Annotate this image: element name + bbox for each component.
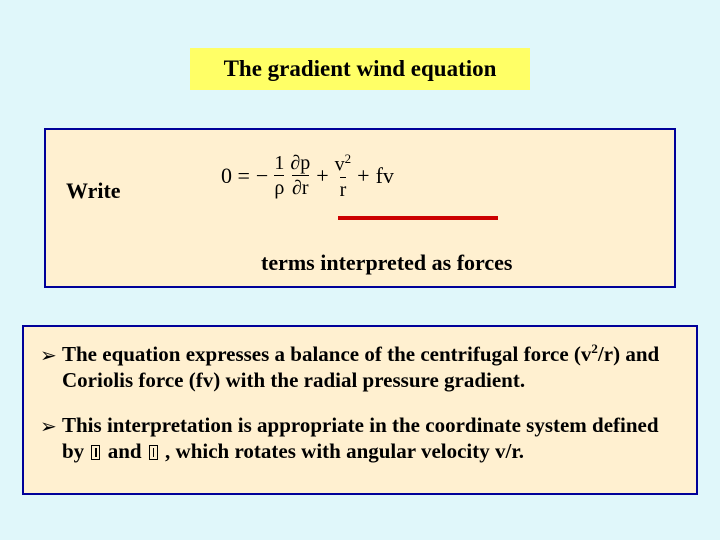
eq-fv: fv [376, 163, 394, 189]
page-title: The gradient wind equation [224, 56, 497, 82]
notes-panel: ➢ The equation expresses a balance of th… [22, 325, 698, 495]
eq-frac3-den: r [340, 177, 347, 200]
bullet-arrow-icon: ➢ [40, 343, 62, 368]
unit-vector-r-icon [91, 445, 100, 460]
gradient-wind-equation: 0 = − 1 ρ ∂p ∂r + v2 r + fv [221, 152, 394, 200]
bullet-1a: The equation expresses a balance of the … [62, 342, 591, 366]
eq-frac-dpdr: ∂p ∂r [290, 153, 310, 198]
unit-vector-theta-icon [149, 445, 158, 460]
bullet-1-text: The equation expresses a balance of the … [62, 341, 676, 394]
eq-frac1-den: ρ [274, 175, 284, 198]
eq-frac3-exp: 2 [345, 151, 352, 166]
equation-panel: Write 0 = − 1 ρ ∂p ∂r + v2 r + fv terms … [44, 128, 676, 288]
eq-frac-1overrho: 1 ρ [274, 153, 284, 198]
write-label: Write [66, 178, 121, 204]
eq-plus2: + [357, 163, 369, 189]
bullet-2b: and [102, 439, 146, 463]
eq-frac3-num: v2 [335, 152, 352, 177]
forces-underline [338, 216, 498, 220]
terms-label: terms interpreted as forces [261, 250, 513, 276]
bullet-1: ➢ The equation expresses a balance of th… [40, 341, 676, 394]
eq-frac1-num: 1 [274, 153, 284, 175]
bullet-arrow-icon: ➢ [40, 414, 62, 439]
bullet-2: ➢ This interpretation is appropriate in … [40, 412, 676, 465]
eq-frac2-num: ∂p [290, 153, 310, 175]
bullet-2-text: This interpretation is appropriate in th… [62, 412, 676, 465]
bullet-2c: , which rotates with angular velocity v/… [160, 439, 524, 463]
title-box: The gradient wind equation [190, 48, 530, 90]
eq-minus: − [256, 163, 268, 189]
eq-frac-v2r: v2 r [335, 152, 352, 200]
eq-frac2-den: ∂r [292, 175, 309, 198]
eq-frac3-v: v [335, 154, 345, 176]
eq-zero: 0 = [221, 163, 250, 189]
eq-plus1: + [316, 163, 328, 189]
